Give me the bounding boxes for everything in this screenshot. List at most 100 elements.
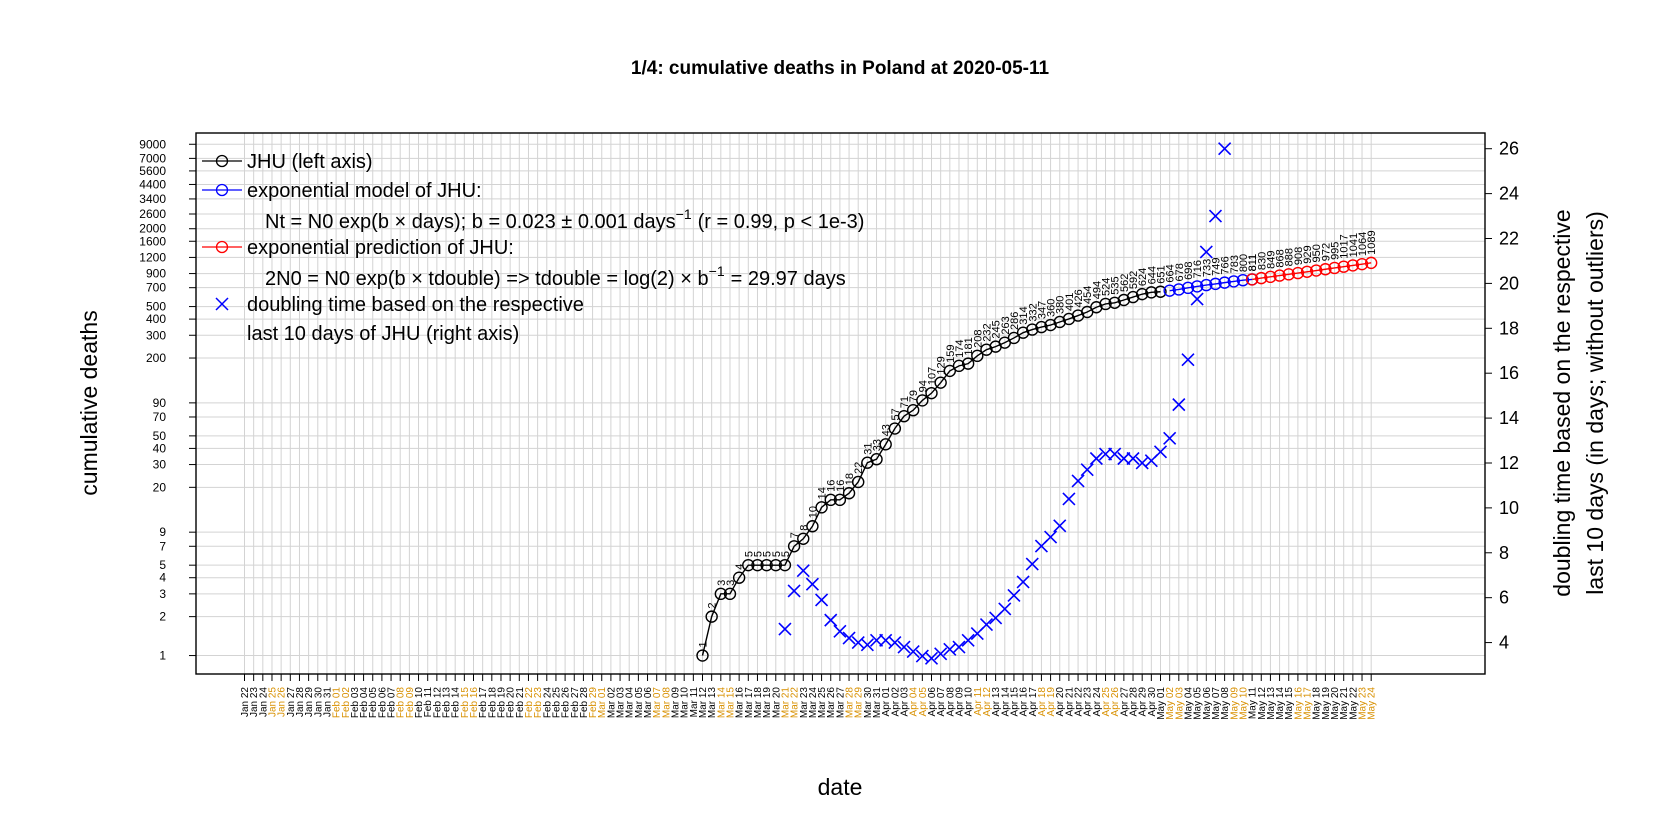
data-label: 71 [899, 396, 911, 408]
x-tick-label: Mar 01 [597, 687, 608, 719]
series-0-point [879, 438, 892, 451]
series-1-point [1172, 283, 1186, 296]
data-label: 314 [1018, 306, 1030, 324]
x-tick-label: Apr 03 [900, 687, 911, 717]
data-label: 79 [908, 390, 920, 402]
series-0-point [1117, 293, 1131, 307]
data-label: 5 [743, 551, 755, 557]
y-right-tick-label: 24 [1499, 184, 1519, 204]
series-0-point [760, 558, 773, 572]
series-3-point [805, 577, 819, 591]
x-tick-label: Jan 24 [258, 687, 269, 717]
y-right-tick-label: 22 [1499, 229, 1519, 249]
series-3-point [888, 636, 902, 650]
x-tick-label: Jan 29 [304, 687, 315, 717]
series-3-point [961, 633, 975, 647]
y-right-tick-label: 20 [1499, 273, 1519, 293]
x-tick-label: Jan 26 [277, 687, 288, 717]
data-label: 57 [890, 408, 902, 420]
series-0-point [1044, 318, 1057, 332]
x-tick-label: Feb 22 [524, 687, 535, 719]
x-tick-label: May 02 [1165, 687, 1176, 720]
x-tick-label: Mar 13 [707, 687, 718, 719]
x-tick-label: May 14 [1275, 687, 1286, 720]
data-label: 1041 [1348, 233, 1360, 257]
x-tick-label: Apr 27 [1119, 687, 1130, 717]
series-0-point [1126, 290, 1140, 304]
data-label: 43 [881, 424, 893, 436]
y-axis-right-title-line2: last 10 days (in days; without outliers) [1582, 211, 1608, 595]
x-tick-label: Feb 27 [570, 687, 581, 719]
x-tick-label: Jan 22 [240, 687, 251, 717]
series-line-2 [1252, 262, 1372, 281]
y-left-tick-label: 9000 [139, 137, 166, 151]
series-0-point [870, 453, 883, 466]
series-3-point [833, 624, 847, 638]
data-label: 908 [1293, 247, 1305, 265]
data-label: 360 [1046, 299, 1058, 317]
x-tick-label: Apr 24 [1092, 687, 1103, 717]
series-0-point [1108, 296, 1121, 309]
data-label: 263 [1000, 316, 1012, 334]
series-0-point [833, 493, 847, 507]
x-tick-label: Mar 20 [771, 687, 782, 719]
y-left-tick-label: 5600 [139, 164, 166, 178]
x-tick-label: Mar 08 [661, 687, 672, 719]
x-tick-label: May 06 [1202, 687, 1213, 720]
x-tick-label: Feb 13 [442, 687, 453, 719]
x-tick-label: Mar 03 [616, 687, 627, 719]
series-3-point [860, 638, 874, 652]
legend: JHU (left axis) exponential model of JHU… [202, 151, 864, 345]
series-0-point [943, 364, 957, 378]
x-tick-label: May 05 [1193, 687, 1204, 720]
series-0-point [714, 587, 728, 601]
x-tick-label: Apr 09 [954, 687, 965, 717]
y-left-tick-label: 200 [146, 351, 166, 365]
y-left-tick-label: 4 [159, 571, 166, 585]
y-left-tick-label: 400 [146, 312, 166, 326]
x-tick-label: Apr 12 [982, 687, 993, 717]
series-2-point [1273, 269, 1286, 282]
series-3-point [1025, 557, 1039, 571]
grid [196, 133, 1485, 674]
x-tick-label: Apr 16 [1019, 687, 1030, 717]
series-0-point [971, 349, 984, 363]
series-line-1 [1169, 278, 1253, 292]
y-left-tick-label: 700 [146, 281, 166, 295]
x-tick-label: Apr 21 [1064, 687, 1075, 717]
x-tick-label: Mar 27 [835, 687, 846, 719]
x-tick-label: Jan 30 [313, 687, 324, 717]
series-2-point [1255, 271, 1268, 285]
x-tick-label: Feb 23 [533, 687, 544, 719]
series-2-point [1337, 260, 1350, 273]
series-2-point [1319, 263, 1332, 276]
data-label: 18 [844, 473, 856, 485]
y-left-tick-label: 40 [153, 441, 167, 455]
series-0-point [1145, 286, 1158, 299]
x-tick-label: Apr 11 [973, 687, 984, 716]
data-label: 22 [853, 462, 865, 474]
series-1-point [1190, 280, 1204, 293]
series-3-point [998, 602, 1012, 616]
y-left-tick-label: 500 [146, 300, 166, 314]
data-label: 454 [1082, 286, 1094, 304]
data-label: 733 [1201, 259, 1213, 277]
y-right-tick-label: 4 [1499, 633, 1509, 653]
x-tick-label: Feb 16 [469, 687, 480, 719]
legend-marker-model [215, 183, 229, 197]
y-right-tick-label: 26 [1499, 139, 1519, 159]
series-3-point [1071, 474, 1085, 488]
series-0-point [1135, 287, 1149, 301]
x-tick-label: Apr 13 [991, 687, 1002, 717]
x-tick-label: May 22 [1348, 687, 1359, 720]
data-label: 94 [917, 380, 929, 392]
data-label: 592 [1128, 271, 1140, 289]
model-formula-exp: −1 [676, 206, 692, 222]
data-label: 830 [1256, 252, 1268, 270]
x-tick-label: Apr 28 [1129, 687, 1140, 717]
y-left-tick-label: 90 [153, 396, 167, 410]
series-0-point [934, 376, 947, 389]
x-tick-label: Feb 19 [496, 687, 507, 719]
series-0-point [1035, 320, 1048, 334]
